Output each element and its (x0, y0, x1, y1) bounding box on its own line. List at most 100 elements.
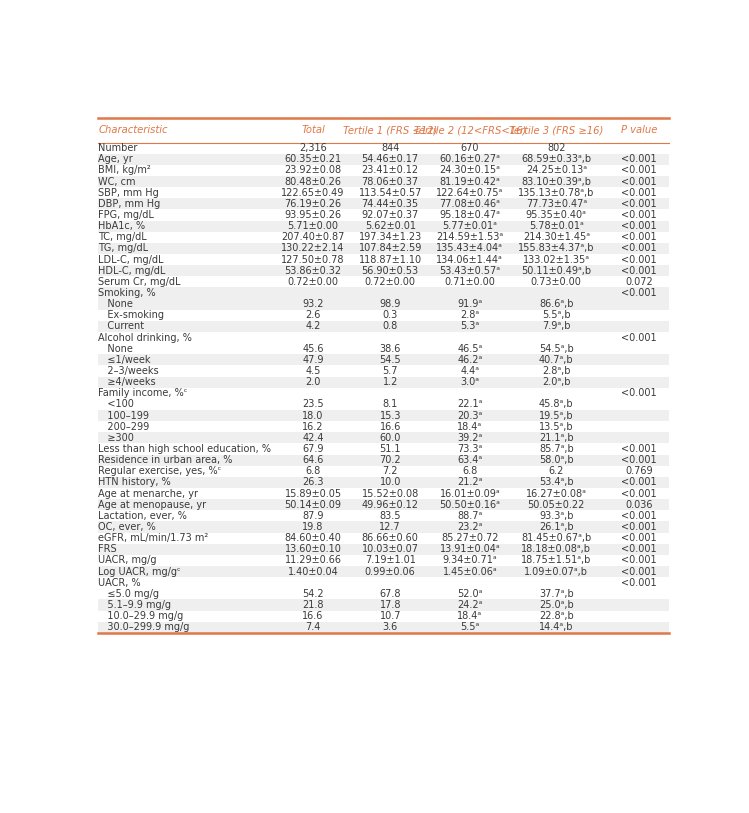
Text: 37.7ᵃ,b: 37.7ᵃ,b (539, 589, 574, 599)
Text: 60.16±0.27ᵃ: 60.16±0.27ᵃ (440, 154, 500, 164)
Text: 53.4ᵃ,b: 53.4ᵃ,b (539, 477, 574, 488)
Bar (98, 566, 670, 577)
Text: 93.2: 93.2 (303, 299, 324, 309)
Text: WC, cm: WC, cm (98, 176, 136, 187)
Text: UACR, mg/g: UACR, mg/g (98, 555, 157, 566)
Text: 15.3: 15.3 (380, 411, 401, 420)
Text: 53.43±0.57ᵃ: 53.43±0.57ᵃ (439, 266, 500, 276)
Text: 23.5: 23.5 (303, 399, 324, 410)
Bar (98, 354, 670, 366)
Bar (98, 599, 670, 611)
Text: <0.001: <0.001 (622, 533, 657, 543)
Bar (98, 544, 670, 555)
Text: 8.1: 8.1 (383, 399, 398, 410)
Text: FRS: FRS (98, 545, 117, 554)
Text: eGFR, mL/min/1.73 m²: eGFR, mL/min/1.73 m² (98, 533, 208, 543)
Text: 2.6: 2.6 (306, 311, 321, 320)
Text: 22.8ᵃ,b: 22.8ᵃ,b (539, 611, 574, 621)
Text: 63.4ᵃ: 63.4ᵃ (457, 455, 482, 465)
Text: 93.3ᵃ,b: 93.3ᵃ,b (539, 511, 574, 521)
Text: 45.6: 45.6 (303, 344, 324, 354)
Text: 85.7ᵃ,b: 85.7ᵃ,b (539, 444, 574, 454)
Text: 16.2: 16.2 (303, 422, 324, 432)
Text: 77.08±0.46ᵃ: 77.08±0.46ᵃ (440, 199, 500, 209)
Text: 80.48±0.26: 80.48±0.26 (285, 176, 342, 187)
Text: DBP, mm Hg: DBP, mm Hg (98, 199, 160, 209)
Text: 0.72±0.00: 0.72±0.00 (365, 277, 416, 287)
Text: <0.001: <0.001 (622, 221, 657, 231)
Text: 21.2ᵃ: 21.2ᵃ (457, 477, 482, 488)
Bar (98, 198, 670, 210)
Text: 15.89±0.05: 15.89±0.05 (285, 489, 342, 498)
Text: Alcohol drinking, %: Alcohol drinking, % (98, 333, 192, 342)
Text: 22.1ᵃ: 22.1ᵃ (457, 399, 482, 410)
Text: 0.71±0.00: 0.71±0.00 (444, 277, 495, 287)
Text: Lactation, ever, %: Lactation, ever, % (98, 511, 187, 521)
Text: 0.036: 0.036 (625, 500, 653, 510)
Text: 15.52±0.08: 15.52±0.08 (362, 489, 419, 498)
Text: SBP, mm Hg: SBP, mm Hg (98, 188, 159, 198)
Text: 13.5ᵃ,b: 13.5ᵃ,b (539, 422, 574, 432)
Text: 54.46±0.17: 54.46±0.17 (362, 154, 419, 164)
Text: 84.60±0.40: 84.60±0.40 (285, 533, 342, 543)
Text: 78.06±0.37: 78.06±0.37 (362, 176, 419, 187)
Text: <0.001: <0.001 (622, 233, 657, 242)
Text: 25.0ᵃ,b: 25.0ᵃ,b (539, 600, 574, 610)
Text: 49.96±0.12: 49.96±0.12 (362, 500, 419, 510)
Text: Family income, %ᶜ: Family income, %ᶜ (98, 389, 188, 398)
Text: <0.001: <0.001 (622, 188, 657, 198)
Text: 7.4: 7.4 (306, 623, 321, 633)
Text: 73.3ᵃ: 73.3ᵃ (457, 444, 482, 454)
Text: 81.19±0.42ᵃ: 81.19±0.42ᵃ (440, 176, 500, 187)
Text: 5.7: 5.7 (383, 366, 398, 376)
Text: <0.001: <0.001 (622, 389, 657, 398)
Text: 26.1ᵃ,b: 26.1ᵃ,b (539, 522, 574, 532)
Text: 5.77±0.01ᵃ: 5.77±0.01ᵃ (443, 221, 497, 231)
Text: HDL-C, mg/dL: HDL-C, mg/dL (98, 266, 166, 276)
Text: 10.0–29.9 mg/g: 10.0–29.9 mg/g (98, 611, 184, 621)
Text: <0.001: <0.001 (622, 555, 657, 566)
Text: 83.5: 83.5 (380, 511, 401, 521)
Text: 46.5ᵃ: 46.5ᵃ (457, 344, 482, 354)
Text: <0.001: <0.001 (622, 210, 657, 220)
Text: 7.9ᵃ,b: 7.9ᵃ,b (542, 321, 571, 332)
Text: 1.09±0.07ᵃ,b: 1.09±0.07ᵃ,b (524, 567, 588, 576)
Text: 2–3/weeks: 2–3/weeks (98, 366, 159, 376)
Text: Number: Number (98, 143, 138, 153)
Text: 19.5ᵃ,b: 19.5ᵃ,b (539, 411, 574, 420)
Text: 50.11±0.49ᵃ,b: 50.11±0.49ᵃ,b (521, 266, 591, 276)
Text: 18.4ᵃ: 18.4ᵃ (457, 611, 482, 621)
Text: 50.14±0.09: 50.14±0.09 (285, 500, 342, 510)
Text: 91.9ᵃ: 91.9ᵃ (457, 299, 482, 309)
Text: 93.95±0.26: 93.95±0.26 (285, 210, 342, 220)
Text: <0.001: <0.001 (622, 489, 657, 498)
Text: 42.4: 42.4 (303, 433, 324, 443)
Text: <0.001: <0.001 (622, 154, 657, 164)
Bar (98, 499, 670, 511)
Text: 24.25±0.13ᵃ: 24.25±0.13ᵃ (526, 166, 586, 176)
Text: 7.19±1.01: 7.19±1.01 (365, 555, 416, 566)
Text: <0.001: <0.001 (622, 477, 657, 488)
Text: 6.8: 6.8 (306, 467, 321, 476)
Text: None: None (98, 344, 133, 354)
Bar (98, 376, 670, 388)
Text: HTN history, %: HTN history, % (98, 477, 171, 488)
Text: 54.5ᵃ,b: 54.5ᵃ,b (539, 344, 574, 354)
Text: 100–199: 100–199 (98, 411, 149, 420)
Text: 58.0ᵃ,b: 58.0ᵃ,b (539, 455, 574, 465)
Text: 45.8ᵃ,b: 45.8ᵃ,b (539, 399, 574, 410)
Text: 86.66±0.60: 86.66±0.60 (362, 533, 419, 543)
Text: 6.8: 6.8 (462, 467, 477, 476)
Text: HbA1c, %: HbA1c, % (98, 221, 145, 231)
Text: <0.001: <0.001 (622, 254, 657, 265)
Text: Regular exercise, yes, %ᶜ: Regular exercise, yes, %ᶜ (98, 467, 222, 476)
Text: Age at menopause, yr: Age at menopause, yr (98, 500, 207, 510)
Text: 18.75±1.51ᵃ,b: 18.75±1.51ᵃ,b (521, 555, 592, 566)
Text: <0.001: <0.001 (622, 444, 657, 454)
Bar (98, 220, 670, 232)
Bar (98, 176, 670, 187)
Text: 81.45±0.67ᵃ,b: 81.45±0.67ᵃ,b (521, 533, 592, 543)
Text: 38.6: 38.6 (380, 344, 401, 354)
Text: 0.072: 0.072 (625, 277, 653, 287)
Text: 68.59±0.33ᵃ,b: 68.59±0.33ᵃ,b (521, 154, 591, 164)
